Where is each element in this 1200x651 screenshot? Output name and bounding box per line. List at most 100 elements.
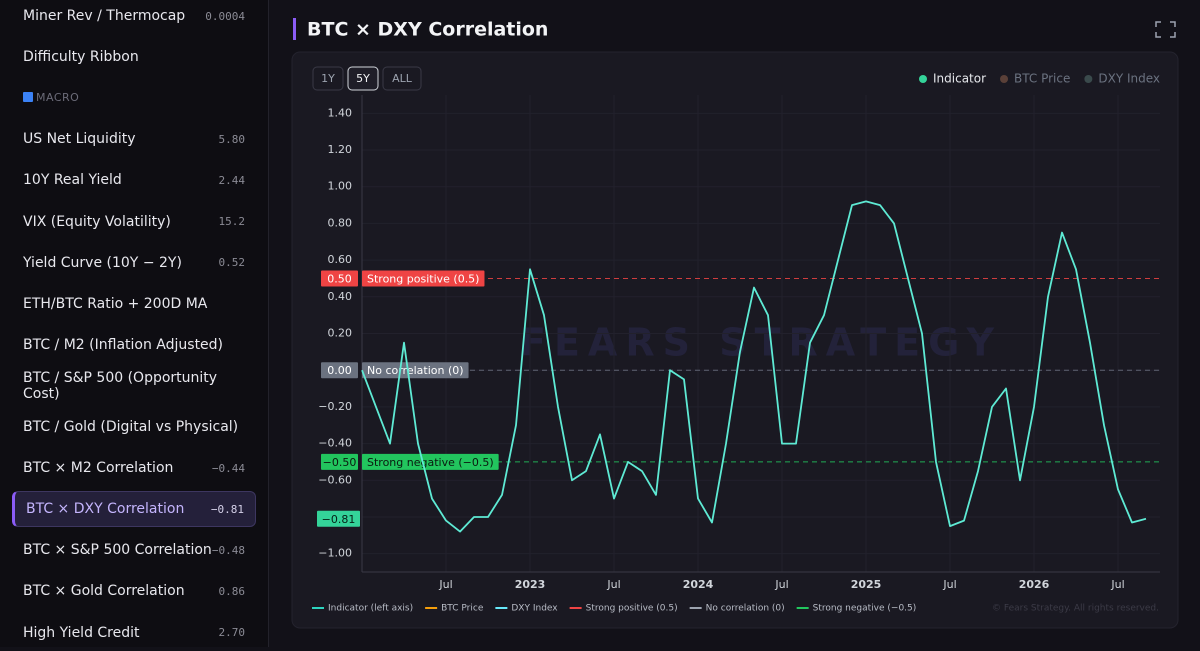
legend-label: BTC Price: [441, 604, 484, 614]
reference-badge: [321, 453, 358, 470]
y-tick-label: −1.00: [318, 547, 352, 560]
y-tick-label: 1.20: [328, 143, 353, 156]
reference-label: No correlation (0): [367, 364, 464, 377]
range-label: 1Y: [321, 72, 335, 85]
reference-badge: [321, 362, 358, 379]
chart-title: BTC × DXY Correlation: [307, 19, 548, 41]
item-label: VIX (Equity Volatility): [23, 213, 171, 230]
sidebar: Miner Rev / Thermocap 0.0004 Difficulty Ri…: [0, 0, 269, 647]
y-tick-label: 0.20: [328, 327, 353, 340]
current-value: −0.81: [322, 513, 356, 526]
item-value: 0.86: [218, 584, 246, 598]
item-value: 0.52: [218, 256, 246, 270]
y-tick-label: −0.60: [318, 473, 352, 486]
sidebar-item[interactable]: VIX (Equity Volatility) 15.2: [12, 204, 256, 240]
sidebar-item[interactable]: Yield Curve (10Y − 2Y) 0.52: [12, 245, 256, 281]
section-header: MACRO: [23, 91, 79, 104]
indicator-line: [361, 200, 1147, 533]
expand-icon[interactable]: [1155, 21, 1176, 38]
sidebar-item[interactable]: BTC / S&P 500 (Opportunity Cost): [12, 368, 256, 404]
x-tick-label: 2024: [683, 578, 714, 591]
item-value: 0.0004: [205, 9, 245, 23]
main-panel: BTC × DXY Correlation 1Y 5Y ALL DXY Index BT…: [291, 18, 1179, 629]
range-label: 5Y: [356, 72, 370, 85]
reference-badge: [321, 270, 358, 287]
reference-label: Strong negative (−0.5): [367, 456, 494, 469]
item-label: BTC × S&P 500 Correlation: [23, 542, 212, 559]
legend-label: DXY Index: [511, 604, 558, 614]
legend-label: Indicator: [933, 72, 986, 86]
watermark: FEARS STRATEGY: [520, 321, 1002, 365]
range-button[interactable]: [382, 66, 422, 91]
item-label: High Yield Credit: [23, 624, 140, 641]
item-label: Difficulty Ribbon: [23, 49, 139, 66]
item-label: 10Y Real Yield: [23, 172, 122, 189]
sidebar-item[interactable]: High Yield Credit 2.70: [12, 615, 256, 651]
x-tick-label: 2026: [1019, 578, 1050, 591]
item-label: ETH/BTC Ratio + 200D MA: [23, 295, 208, 312]
y-tick-label: 0.40: [328, 290, 353, 303]
sidebar-item[interactable]: BTC × S&P 500 Correlation −0.48: [12, 532, 256, 568]
reference-value: 0.50: [327, 272, 352, 285]
item-value: −0.81: [210, 502, 244, 516]
y-tick-label: −0.40: [318, 437, 352, 450]
x-tick-label: 2023: [515, 578, 546, 591]
section-icon: [23, 92, 33, 103]
range-label: ALL: [392, 72, 413, 85]
reference-label: Strong positive (0.5): [367, 272, 479, 285]
legend-label: DXY Index: [1098, 72, 1160, 86]
item-value: 2.44: [218, 173, 246, 187]
title-accent: [293, 18, 296, 40]
legend-label: Strong negative (−0.5): [813, 604, 917, 614]
item-label: BTC / Gold (Digital vs Physical): [23, 419, 239, 435]
y-tick-label: 0.60: [328, 253, 353, 266]
legend-label: No correlation (0): [706, 604, 785, 614]
sidebar-item[interactable]: BTC × M2 Correlation −0.44: [12, 450, 256, 486]
reference-value: 0.00: [327, 364, 352, 377]
sidebar-item[interactable]: BTC / M2 (Inflation Adjusted): [12, 327, 256, 363]
legend-swatch: [1084, 75, 1093, 83]
item-label: BTC × Gold Correlation: [23, 583, 185, 600]
sidebar-item[interactable]: US Net Liquidity 5.80: [12, 121, 256, 157]
legend-swatch: [1000, 75, 1009, 83]
item-label: Miner Rev / Thermocap: [23, 8, 186, 24]
reference-label-bg: [362, 270, 485, 287]
y-tick-label: 1.00: [328, 180, 353, 193]
item-label: BTC / M2 (Inflation Adjusted): [23, 336, 224, 353]
item-value: −0.48: [211, 543, 245, 557]
chart-card: [291, 51, 1179, 629]
x-tick-label: Jul: [1110, 578, 1124, 591]
sidebar-item[interactable]: Miner Rev / Thermocap 0.0004: [12, 0, 256, 34]
reference-value: −0.50: [323, 456, 357, 469]
section-label: MACRO: [36, 91, 80, 105]
x-tick-label: Jul: [774, 578, 788, 591]
range-button[interactable]: [347, 66, 379, 91]
y-tick-label: −0.20: [318, 400, 352, 413]
item-value: 5.80: [218, 132, 246, 146]
item-label: BTC / S&P 500 (Opportunity Cost): [23, 369, 218, 402]
y-tick-label: 1.40: [328, 106, 353, 119]
sidebar-item[interactable]: Difficulty Ribbon: [12, 39, 256, 75]
legend-swatch: [919, 75, 927, 83]
item-label: Yield Curve (10Y − 2Y): [23, 254, 182, 271]
x-tick-label: Jul: [438, 578, 452, 591]
item-label: BTC × M2 Correlation: [23, 460, 174, 477]
item-value: 2.70: [218, 626, 246, 639]
sidebar-item[interactable]: BTC × DXY Correlation −0.81: [12, 491, 256, 528]
x-tick-label: Jul: [606, 578, 620, 591]
footer: © Fears Strategy. All rights reserved.: [992, 604, 1159, 614]
legend-label: BTC Price: [1014, 72, 1070, 86]
sidebar-item[interactable]: ETH/BTC Ratio + 200D MA: [12, 286, 256, 322]
x-tick-label: 2025: [851, 578, 882, 591]
sidebar-item[interactable]: BTC × Gold Correlation 0.86: [12, 573, 256, 609]
sidebar-item[interactable]: 10Y Real Yield 2.44: [12, 162, 256, 198]
range-button[interactable]: [312, 66, 344, 91]
item-value: −0.44: [211, 461, 245, 475]
current-badge: [317, 510, 360, 527]
sidebar-item[interactable]: BTC / Gold (Digital vs Physical): [12, 409, 256, 445]
item-value: 15.2: [218, 215, 246, 228]
item-label: BTC × DXY Correlation: [26, 501, 185, 518]
y-tick-label: 0.80: [328, 216, 353, 229]
item-label: US Net Liquidity: [23, 131, 136, 148]
